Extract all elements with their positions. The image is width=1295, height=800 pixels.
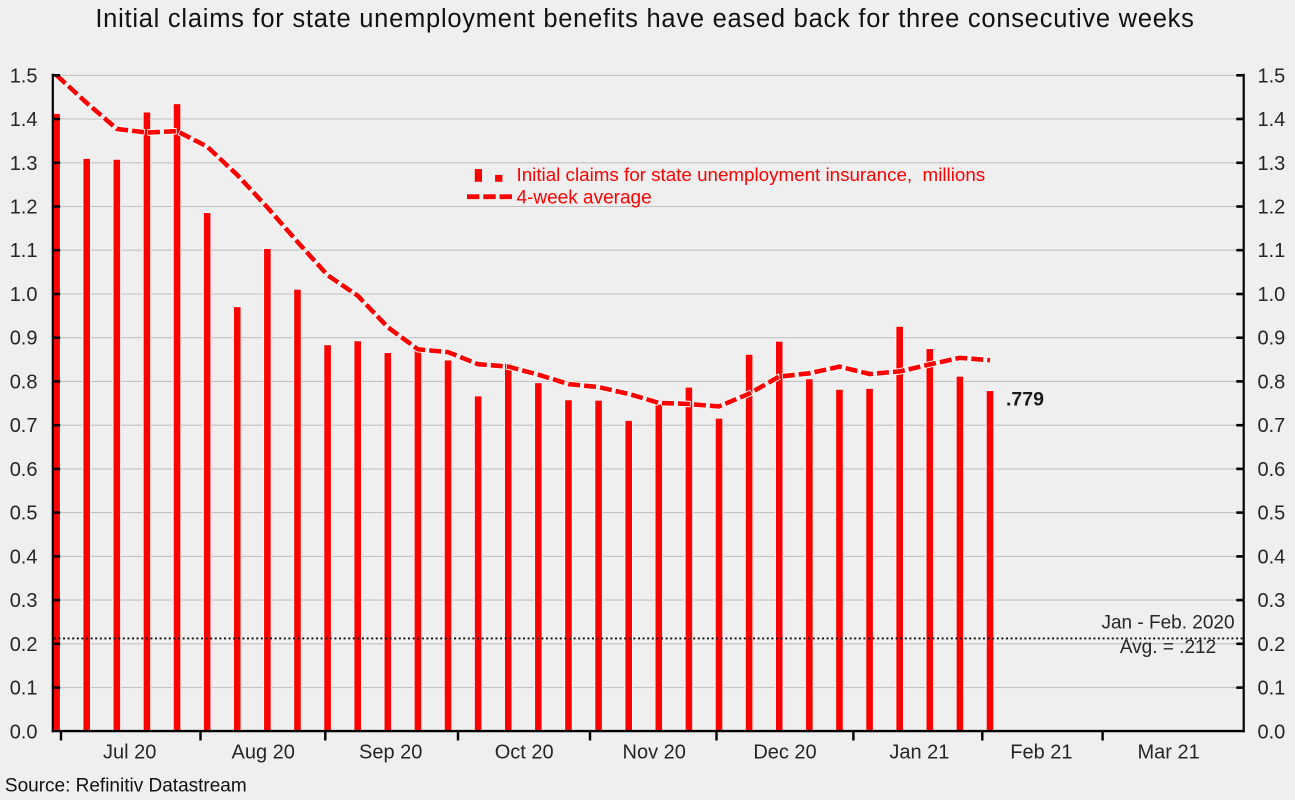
- svg-text:4-week average: 4-week average: [517, 187, 652, 208]
- svg-text:Jan 21: Jan 21: [889, 742, 949, 764]
- svg-text:0.8: 0.8: [1258, 371, 1286, 393]
- svg-text:1.3: 1.3: [10, 153, 38, 175]
- svg-text:Jan - Feb. 2020: Jan - Feb. 2020: [1101, 612, 1234, 633]
- svg-text:1.1: 1.1: [1258, 240, 1286, 262]
- svg-text:1.0: 1.0: [1258, 284, 1286, 306]
- svg-text:0.9: 0.9: [10, 328, 38, 350]
- svg-text:0.5: 0.5: [1258, 503, 1286, 525]
- svg-text:0.4: 0.4: [10, 546, 38, 568]
- svg-text:0.0: 0.0: [1258, 721, 1286, 743]
- svg-text:Initial claims for state unemp: Initial claims for state unemployment in…: [517, 164, 986, 185]
- svg-text:0.1: 0.1: [10, 678, 38, 700]
- svg-text:0.5: 0.5: [10, 503, 38, 525]
- svg-text:Jul 20: Jul 20: [103, 742, 156, 764]
- svg-text:0.2: 0.2: [1258, 634, 1286, 656]
- svg-text:1.4: 1.4: [1258, 109, 1286, 131]
- svg-text:Mar 21: Mar 21: [1137, 742, 1199, 764]
- svg-text:1.5: 1.5: [10, 65, 38, 87]
- svg-text:0.7: 0.7: [10, 415, 38, 437]
- svg-text:Dec 20: Dec 20: [753, 742, 816, 764]
- svg-text:0.9: 0.9: [1258, 328, 1286, 350]
- svg-text:0.3: 0.3: [1258, 590, 1286, 612]
- svg-text:Aug 20: Aug 20: [232, 742, 295, 764]
- svg-text:.779: .779: [1006, 389, 1044, 411]
- svg-text:0.6: 0.6: [1258, 459, 1286, 481]
- svg-text:Sep 20: Sep 20: [359, 742, 422, 764]
- svg-text:1.0: 1.0: [10, 284, 38, 306]
- svg-text:0.7: 0.7: [1258, 415, 1286, 437]
- svg-text:1.5: 1.5: [1258, 65, 1286, 87]
- svg-text:1.3: 1.3: [1258, 153, 1286, 175]
- svg-text:1.1: 1.1: [10, 240, 38, 262]
- svg-text:0.3: 0.3: [10, 590, 38, 612]
- svg-text:1.4: 1.4: [10, 109, 38, 131]
- svg-text:Feb 21: Feb 21: [1010, 742, 1072, 764]
- svg-text:1.2: 1.2: [1258, 197, 1286, 219]
- svg-text:0.0: 0.0: [10, 721, 38, 743]
- svg-text:Oct 20: Oct 20: [495, 742, 554, 764]
- svg-text:Avg. = .212: Avg. = .212: [1120, 637, 1216, 658]
- svg-text:0.6: 0.6: [10, 459, 38, 481]
- svg-text:0.4: 0.4: [1258, 546, 1286, 568]
- svg-text:Initial claims for state unemp: Initial claims for state unemployment be…: [95, 5, 1194, 33]
- svg-text:0.8: 0.8: [10, 371, 38, 393]
- svg-text:1.2: 1.2: [10, 197, 38, 219]
- svg-text:Nov 20: Nov 20: [623, 742, 686, 764]
- svg-text:0.2: 0.2: [10, 634, 38, 656]
- svg-text:0.1: 0.1: [1258, 678, 1286, 700]
- svg-text:Source: Refinitiv Datastream: Source: Refinitiv Datastream: [5, 776, 247, 797]
